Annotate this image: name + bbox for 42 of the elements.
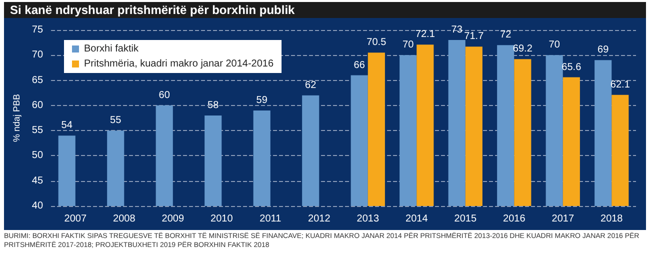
y-tick-label: 60 [32,100,44,111]
data-label: 66 [354,60,366,71]
data-label: 59 [256,94,268,106]
chart-title: Si kanë ndryshuar pritshmëritë për borxhin publik [4,2,646,18]
x-tick-label: 2012 [308,214,331,224]
y-tick-label: 75 [32,24,44,36]
data-label: 70.5 [366,37,387,48]
y-tick-label: 40 [32,200,44,212]
data-label: 70 [402,40,414,51]
data-label: 62.1 [610,79,630,90]
y-tick-label: 50 [32,150,44,162]
y-tick-label: 70 [32,50,44,61]
x-tick-label: 2015 [454,214,477,224]
data-label: 72.1 [415,29,436,40]
data-label: 60 [158,90,170,101]
x-tick-label: 2010 [210,214,234,224]
x-tick-label: 2011 [260,214,282,224]
y-tick-label: 45 [32,175,44,186]
data-label: 69.2 [512,44,533,55]
legend-label: Pritshmëria, kuadri makro janar 2014-2016 [84,58,274,70]
x-tick-label: 2018 [600,214,624,224]
y-tick-label: 55 [32,125,44,136]
data-label: 54 [61,120,73,132]
data-label: 65.6 [562,62,582,73]
y-tick-label: 65 [32,74,44,86]
x-tick-label: 2016 [503,214,526,224]
x-tick-label: 2008 [113,214,136,224]
x-tick-label: 2007 [64,214,87,224]
y-axis-title: % ndaj PBB [12,94,22,142]
data-label: 71.7 [464,31,484,42]
x-tick-label: 2017 [552,214,574,224]
x-tick-label: 2009 [162,214,184,224]
x-tick-label: 2014 [406,214,428,224]
data-label: 73 [451,24,463,36]
data-label: 70 [548,40,560,51]
data-label: 62 [305,80,317,91]
legend-label: Borxhi faktik [84,44,140,54]
data-label: 55 [110,115,122,126]
data-label: 72 [500,30,512,41]
data-label: 69 [598,44,610,56]
x-tick-label: 2013 [356,214,380,224]
data-label: 58 [208,100,220,111]
